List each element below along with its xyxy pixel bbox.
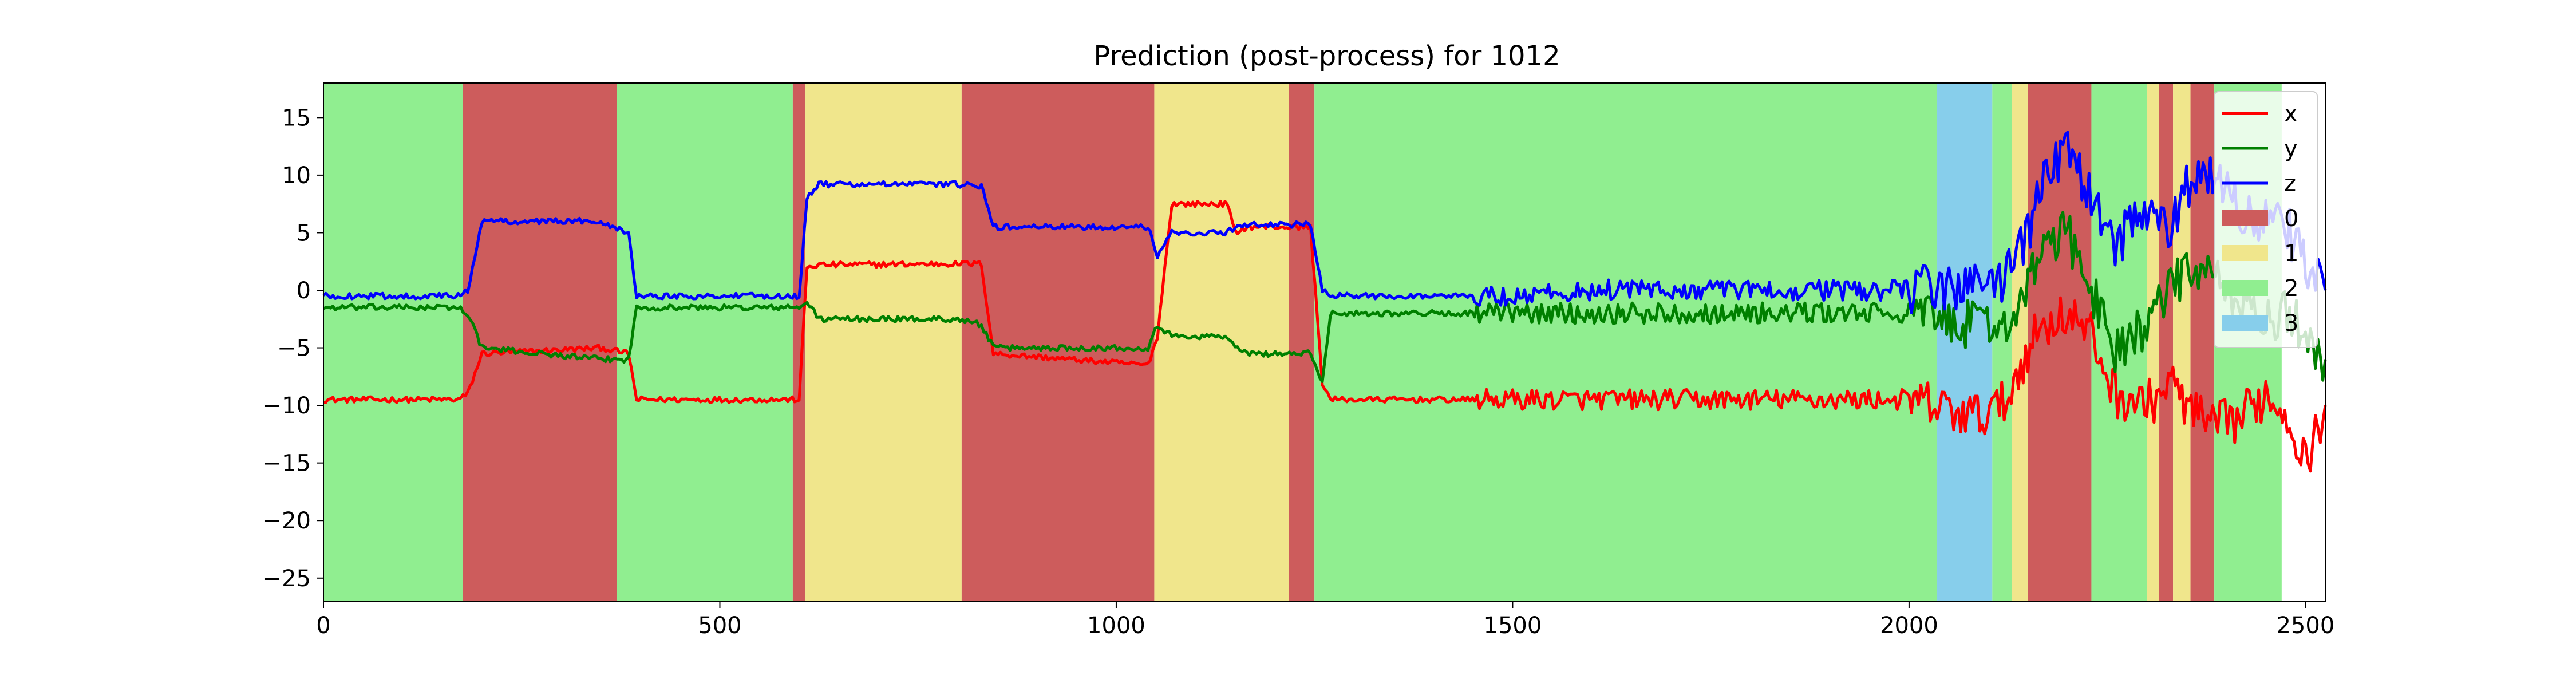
class-band-15 xyxy=(2159,83,2174,601)
class-band-2 xyxy=(617,83,793,601)
y-tick-label--10: −10 xyxy=(263,393,311,419)
y-axis: −25 −20 −15 −10 −5 0 5 10 15 xyxy=(263,105,323,592)
legend-label-2: 2 xyxy=(2284,275,2298,302)
legend-patch-0 xyxy=(2222,210,2268,226)
class-band-10 xyxy=(1992,83,2012,601)
legend-label-3: 3 xyxy=(2284,310,2298,337)
legend-label-1: 1 xyxy=(2284,240,2298,267)
class-background-bands xyxy=(323,83,2282,601)
x-tick-label-1500: 1500 xyxy=(1484,613,1542,639)
legend-patch-3 xyxy=(2222,315,2268,331)
class-band-0 xyxy=(323,83,463,601)
x-axis: 0 500 1000 1500 2000 2500 xyxy=(316,601,2334,639)
class-band-3 xyxy=(792,83,806,601)
series-line-x xyxy=(323,199,2327,473)
legend-label-0: 0 xyxy=(2284,206,2298,232)
class-band-7 xyxy=(1289,83,1315,601)
legend-label-z: z xyxy=(2284,171,2296,197)
y-tick-label-0: 0 xyxy=(297,278,311,304)
y-tick-label--25: −25 xyxy=(263,566,311,592)
legend: xyz 0 1 2 3 xyxy=(2214,91,2318,348)
class-band-5 xyxy=(961,83,1155,601)
series-line-z xyxy=(322,131,2327,314)
x-tick-label-0: 0 xyxy=(316,613,330,639)
plot-frame xyxy=(323,82,2326,602)
class-band-16 xyxy=(2173,83,2191,601)
series-lines xyxy=(322,131,2327,473)
legend-label-y: y xyxy=(2284,136,2298,162)
y-tick-label--5: −5 xyxy=(277,335,311,362)
x-tick-label-1000: 1000 xyxy=(1087,613,1145,639)
x-tick-label-2000: 2000 xyxy=(1880,613,1938,639)
legend-patch-1 xyxy=(2222,245,2268,261)
chart-title: Prediction (post-process) for 1012 xyxy=(1093,40,1560,72)
legend-label-x: x xyxy=(2284,101,2298,127)
legend-patch-2 xyxy=(2222,280,2268,296)
y-tick-label-15: 15 xyxy=(282,105,311,131)
class-band-14 xyxy=(2147,83,2159,601)
class-band-11 xyxy=(2012,83,2028,601)
class-band-4 xyxy=(805,83,962,601)
series-line-y xyxy=(322,211,2327,383)
y-tick-label--20: −20 xyxy=(263,508,311,534)
class-band-1 xyxy=(463,83,617,601)
y-tick-label-10: 10 xyxy=(282,163,311,189)
class-band-6 xyxy=(1154,83,1289,601)
x-tick-label-500: 500 xyxy=(698,613,741,639)
class-band-8 xyxy=(1314,83,1937,601)
x-tick-label-2500: 2500 xyxy=(2276,613,2334,639)
y-tick-label-5: 5 xyxy=(297,220,311,246)
y-tick-label--15: −15 xyxy=(263,451,311,477)
